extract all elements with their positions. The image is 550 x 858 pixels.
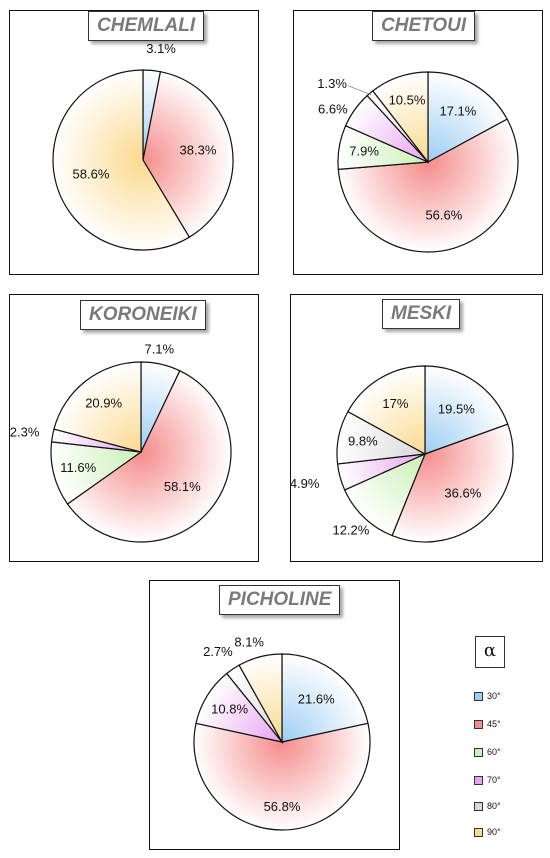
slice-label: 10.5% [389,93,426,108]
slice-label: 11.6% [60,460,96,475]
slice-label: 9.8% [348,434,378,449]
slice-label: 10.8% [211,702,248,717]
pie-slice [50,441,143,505]
slice-label: 17.1% [439,104,476,119]
slice-label: 58.6% [73,166,110,181]
pie-slice [347,365,426,456]
slice-label: 20.9% [85,396,122,411]
pie-slice [281,653,369,743]
slice-label: 12.2% [332,523,369,538]
pie-slice [66,370,232,543]
slice-label: 21.6% [298,692,335,707]
legend-swatch [474,720,483,730]
slice-label: 36.6% [444,485,481,500]
slice-label: 7.1% [144,342,174,357]
legend-swatch [474,802,483,812]
legend-label: 90° [487,827,501,837]
pie-slice [53,361,142,453]
slice-label: 2.3% [10,424,40,439]
slice-label: 7.9% [349,143,379,158]
pie-slice [371,71,429,164]
pie-slice [427,71,508,164]
legend-item: 80° [474,800,501,814]
legend-item: 60° [474,746,501,760]
slice-label: 6.6% [318,102,348,117]
pie-slice [193,722,371,831]
slice-label: 56.8% [264,799,301,814]
slice-label: 3.1% [146,41,176,56]
chart-title-chetoui: CHETOUI [372,11,476,41]
slice-label: 58.1% [164,479,201,494]
legend-swatch [474,776,483,786]
pie-slice [238,653,283,745]
chart-title-picholine: PICHOLINE [219,585,341,615]
leader-line [347,85,372,95]
legend: α 30° 45° 60° 70° 80° 90° [452,636,522,838]
legend-label: 60° [487,747,501,757]
slice-label: 56.6% [425,207,462,222]
legend-title: α [475,636,505,668]
legend-swatch [474,828,483,838]
legend-item: 70° [474,774,501,788]
legend-label: 30° [487,691,501,701]
slice-label: 4.9% [290,476,320,491]
chart-title-koroneiki: KORONEIKI [80,300,206,330]
legend-item: 90° [474,826,501,840]
legend-swatch [474,692,483,702]
pie-slice [52,69,191,251]
legend-item: 45° [474,718,501,732]
legend-item: 30° [474,690,501,704]
legend-label: 45° [487,719,501,729]
legend-label: 80° [487,801,501,811]
chart-title-chemlali: CHEMLALI [88,11,205,41]
slice-label: 19.5% [438,401,475,416]
slice-label: 38.3% [180,142,217,157]
pie-slice [391,423,514,543]
pie-slice [424,365,509,455]
legend-swatch [474,748,483,758]
pie-slice [343,452,427,537]
slice-label: 2.7% [203,644,233,659]
legend-label: 70° [487,775,501,785]
pie-slice [337,118,519,253]
pie-slice [142,70,234,239]
slice-label: 1.3% [317,76,347,91]
chart-title-meski: MESKI [382,299,461,329]
slice-label: 17% [382,396,408,411]
slice-label: 8.1% [234,635,264,650]
